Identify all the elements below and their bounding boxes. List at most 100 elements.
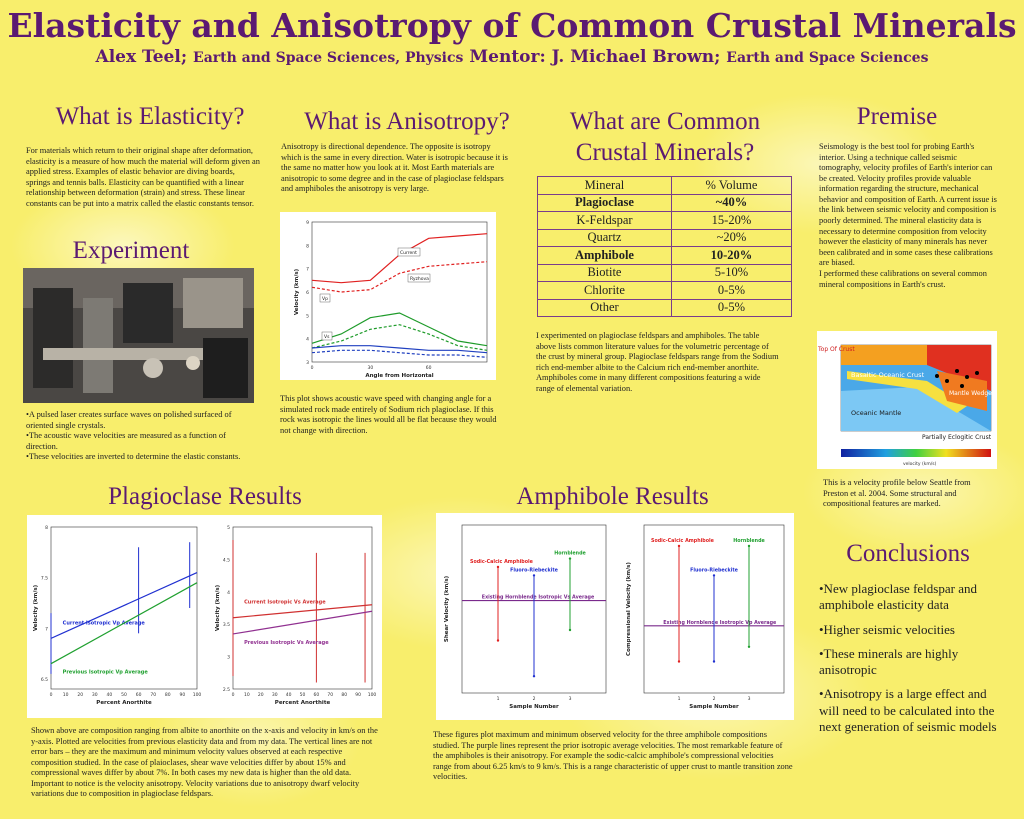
mineral-row: Biotite 5-10% [537,263,793,282]
experiment-bullet: •These velocities are inverted to determ… [26,452,241,462]
x-tick-label: 0 [50,692,53,698]
series-label: Sodic-Calcic Amphibole [470,559,534,565]
anisotropy-chart: 3 4 5 6 7 8 9 0 30 60 Angle from Horizontal Velocit… [294,220,488,379]
annotation-label: Vs [324,334,330,340]
annotation-label: Current [400,250,417,256]
range-max-point [496,565,500,569]
y-axis-label: Velocity (km/s) [33,584,39,631]
y-tick-label: 6.5 [41,677,48,683]
range-min-point [568,628,572,632]
conclusion-item: •Higher seismic velocities [819,621,955,637]
x-tick-label: 10 [244,692,250,698]
series-label: Fluoro-Riebeckite [510,567,559,573]
x-axis-label: Angle from Horizontal [365,373,433,379]
annotation-label: Vp [322,296,328,302]
x-tick-label: 2 [533,696,536,702]
y-tick-label: 4 [306,337,309,343]
mineral-name: Other [537,298,672,317]
average-line [50,572,198,639]
label-eclogitic: Partially Eclogitic Crust [922,434,992,441]
y-tick-label: 7 [306,267,309,273]
x-axis-label: Percent Anorthite [275,700,331,706]
range-max-point [747,544,751,548]
series-line [311,261,488,293]
minerals-text: I experimented on plagioclase feldspars … [536,331,779,393]
elasticity-text: For materials which return to their orig… [26,146,260,208]
mineral-volume: ~20% [670,228,793,247]
x-axis-label: Sample Number [509,704,559,710]
x-tick-label: 1 [678,696,681,702]
mineral-row: Other 0-5% [537,298,793,317]
anisotropy-caption: This plot shows acoustic wave speed with… [280,394,497,435]
mineral-volume: 0-5% [670,298,793,317]
author-line: Alex Teel; Earth and Space Sciences, Phy… [0,47,1024,67]
premise-heading: Premise [856,103,938,130]
y-axis-label: Velocity (km/s) [215,584,221,631]
premise-text2: I performed these calibrations on severa… [819,268,987,289]
y-tick-label: 3.5 [223,622,230,628]
mineral-table: Mineral % Volume Plagioclase ~40% K-Feldsp… [537,176,793,317]
experiment-bullet: •The acoustic wave velocities are measur… [26,431,226,451]
range-min-point [496,639,500,642]
premise-caption: This is a velocity profile below Seattle… [823,478,971,509]
range-min-point [712,660,716,663]
mineral-name: Plagioclase [537,193,672,212]
series-line [311,349,488,358]
x-tick-label: 0 [232,692,235,698]
mineral-row: Quartz ~20% [537,228,793,247]
y-tick-label: 5 [306,313,309,319]
average-line [232,610,373,635]
mineral-row: Chlorite 0-5% [537,281,793,300]
range-max-point [532,574,536,577]
average-label: Existing Hornblende Isotropic Vs Average [482,595,595,601]
mineral-row: Plagioclase ~40% [537,193,793,212]
elasticity-heading: What is Elasticity? [55,103,245,130]
x-tick-label: 3 [748,696,751,702]
mineral-table-header: Mineral % Volume [537,176,793,195]
plagioclase-heading: Plagioclase Results [108,483,302,510]
x-tick-label: 90 [180,692,186,698]
velocity-profile-image: Top Of Crust Basaltic Oceanic Crust Mant… [817,344,995,467]
velocity-colorbar [841,449,991,457]
x-tick-label: 3 [569,696,572,702]
range-max-point [712,574,716,577]
y-tick-label: 9 [306,220,309,226]
y-tick-label: 4.5 [223,557,230,563]
x-tick-label: 100 [193,692,202,698]
y-tick-label: 8 [45,525,48,531]
x-tick-label: 50 [300,692,306,698]
mineral-name: Amphibole [537,246,672,265]
range-min-point [677,660,681,663]
amphibole-heading: Amphibole Results [516,483,709,510]
annotation-box [407,273,431,283]
x-tick-label: 2 [713,696,716,702]
y-tick-label: 8 [306,243,309,249]
range-min-point [747,645,751,648]
series-label: Sodic-Calcic Amphibole [651,538,715,544]
conclusion-item: •These minerals are highly anisotropic [819,645,959,677]
y-axis-label: Shear Velocity (km/s) [444,575,450,642]
x-tick-label: 30 [272,692,278,698]
mineral-volume: 0-5% [670,281,793,300]
x-tick-label: 80 [165,692,171,698]
header-mineral: Mineral [537,176,672,195]
author-name: Alex Teel; [95,47,188,67]
y-tick-label: 6 [306,290,309,296]
series-label: Current Isotropic Vp Average [63,620,146,626]
y-tick-label: 3 [227,655,230,661]
premise-text: Seismology is the best tool for probing … [819,142,997,268]
plot-frame [461,524,607,694]
conclusion-item: •New plagioclase feldspar and amphibole … [819,581,977,613]
plot-frame [311,221,488,363]
x-tick-label: 80 [341,692,347,698]
label-mantle-wedge: Mantle Wedge? [949,390,995,397]
experiment-bullets: •A pulsed laser creates surface waves on… [26,410,256,463]
x-tick-label: 70 [327,692,333,698]
range-min-point [532,675,536,678]
x-tick-label: 40 [286,692,292,698]
mineral-volume: ~40% [670,193,793,212]
annotation-box [397,247,421,257]
experiment-heading: Experiment [72,237,190,264]
average-label: Existing Hornblende Isotropic Vp Average [663,620,777,626]
